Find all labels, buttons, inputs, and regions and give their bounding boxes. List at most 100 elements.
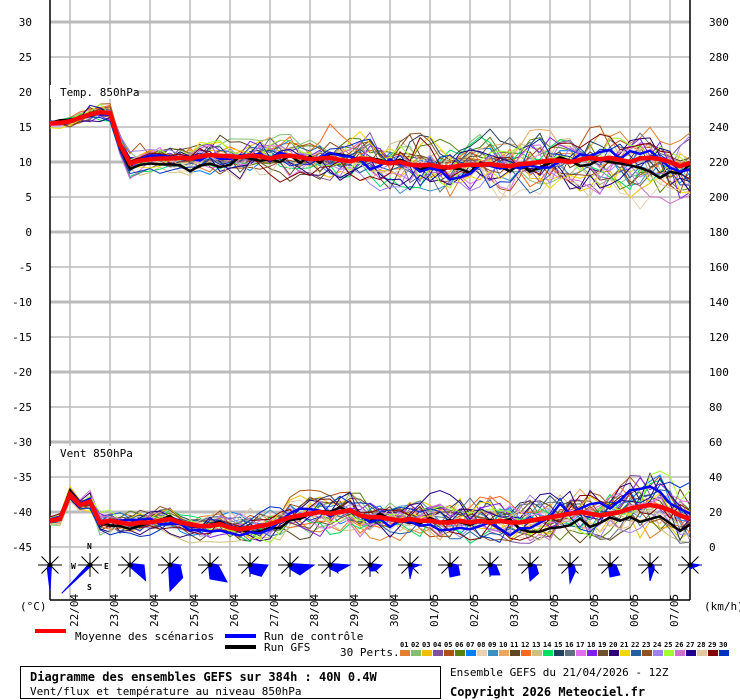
pert-swatch [598, 650, 608, 656]
wind-rose [398, 553, 422, 580]
wind-panel-label: Vent 850hPa [60, 447, 133, 460]
pert-id-label: 03 [422, 641, 430, 649]
wind-rose [518, 553, 542, 583]
left-tick-label: 5 [25, 191, 32, 204]
wind-label-bg [50, 446, 130, 460]
right-tick-label: 280 [709, 51, 729, 64]
wind-member-29 [49, 490, 691, 541]
rose-center [167, 562, 173, 568]
date-label: 22/04 [68, 594, 81, 627]
right-tick-label: 260 [709, 86, 729, 99]
date-label: 24/04 [148, 594, 161, 627]
temp-member-28 [50, 109, 691, 202]
right-tick-label: 240 [709, 121, 729, 134]
wind-rose [478, 553, 502, 577]
temp-member-21 [49, 111, 691, 194]
wind-rose [238, 553, 269, 577]
right-tick-label: 80 [709, 401, 722, 414]
pert-swatch [653, 650, 663, 656]
right-tick-label: 300 [709, 16, 729, 29]
pert-swatch [532, 650, 542, 656]
pert-swatch [499, 650, 509, 656]
pert-swatch [444, 650, 454, 656]
pert-swatch [422, 650, 432, 656]
date-label: 29/04 [348, 594, 361, 627]
date-label: 01/05 [428, 594, 441, 627]
date-label: 23/04 [108, 594, 121, 627]
pert-id-label: 23 [642, 641, 650, 649]
wind-rose [318, 553, 352, 577]
wind-rose [38, 553, 62, 592]
title-box [20, 666, 441, 699]
pert-swatch [565, 650, 575, 656]
pert-id-label: 10 [499, 641, 507, 649]
right-tick-label: 180 [709, 226, 729, 239]
rose-center [687, 562, 693, 568]
pert-swatch [510, 650, 520, 656]
left-tick-label: 15 [19, 121, 32, 134]
pert-id-label: 21 [620, 641, 628, 649]
pert-id-label: 18 [587, 641, 595, 649]
rose-center [407, 562, 413, 568]
right-tick-label: 100 [709, 366, 729, 379]
legend-mean-label: Moyenne des scénarios [75, 630, 214, 643]
date-label: 28/04 [308, 594, 321, 627]
pert-id-label: 17 [576, 641, 584, 649]
wind-rose [558, 553, 582, 585]
date-label: 04/05 [548, 594, 561, 627]
left-tick-label: 0 [25, 226, 32, 239]
left-tick-label: -35 [12, 471, 32, 484]
right-axis: 3002802602402202001801601401201008060402… [709, 16, 729, 554]
pert-swatch [675, 650, 685, 656]
pert-swatch [697, 650, 707, 656]
right-tick-label: 40 [709, 471, 722, 484]
left-axis: 30 25 20 15 10 5 0 -5 -10 -15 -20 -25 -30 -35 -40 -45 [12, 16, 32, 554]
left-tick-label: -45 [12, 541, 32, 554]
left-tick-label: -25 [12, 401, 32, 414]
left-tick-label: 30 [19, 16, 32, 29]
legend-control-label: Run de contrôle [264, 630, 363, 643]
main-series [49, 110, 691, 537]
pert-swatch [466, 650, 476, 656]
pert-swatch [433, 650, 443, 656]
pert-swatch [719, 650, 729, 656]
temp-label-bg [50, 85, 135, 99]
run-info: Ensemble GEFS du 21/04/2026 - 12Z [450, 666, 669, 679]
pert-swatch [631, 650, 641, 656]
temp-member-30 [50, 116, 691, 189]
temp-mean-line [49, 110, 691, 170]
temp-control-line [49, 112, 691, 181]
chart-title: Diagramme des ensembles GEFS sur 384h : … [30, 670, 378, 684]
rose-center [447, 562, 453, 568]
date-label: 27/04 [268, 594, 281, 627]
right-tick-label: 0 [709, 541, 716, 554]
pert-id-label: 29 [708, 641, 716, 649]
date-label: 06/05 [628, 594, 641, 627]
pert-id-label: 04 [433, 641, 441, 649]
rose-center [207, 562, 213, 568]
left-tick-label: -15 [12, 331, 32, 344]
date-label: 02/05 [468, 594, 481, 627]
pert-swatch [664, 650, 674, 656]
pert-id-label: 12 [521, 641, 529, 649]
wind-rose [638, 553, 662, 582]
left-tick-label: 10 [19, 156, 32, 169]
wind-rose [198, 553, 228, 583]
compass-s-label: S [87, 583, 92, 592]
right-tick-label: 140 [709, 296, 729, 309]
left-tick-label: -20 [12, 366, 32, 379]
pert-id-label: 07 [466, 641, 474, 649]
pert-swatch [477, 650, 487, 656]
rose-center [567, 562, 573, 568]
pert-id-label: 16 [565, 641, 573, 649]
left-tick-label: -40 [12, 506, 32, 519]
date-label: 07/05 [668, 594, 681, 627]
pert-swatch [609, 650, 619, 656]
wind-rose [438, 553, 462, 578]
left-tick-label: -10 [12, 296, 32, 309]
pert-id-label: 01 [400, 641, 408, 649]
pert-id-label: 11 [510, 641, 518, 649]
legend-perts-label: 30 Perts. [340, 646, 400, 659]
